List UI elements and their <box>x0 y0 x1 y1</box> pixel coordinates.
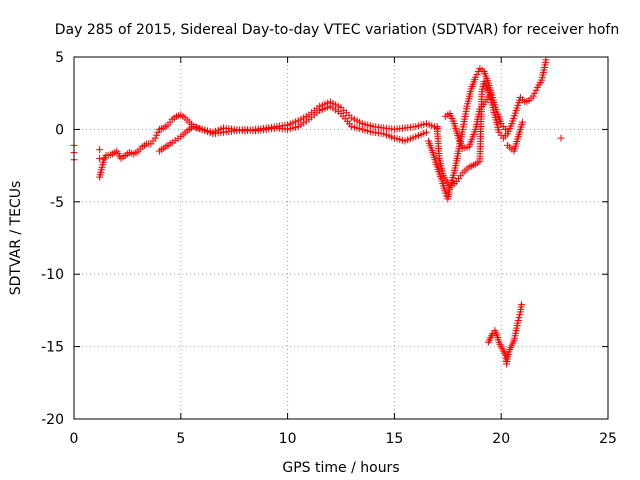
data-point <box>472 73 480 81</box>
x-tick-label: 15 <box>385 431 403 447</box>
data-point-interp <box>192 123 200 131</box>
data-point <box>542 56 550 64</box>
y-tick-label: -20 <box>41 412 64 428</box>
data-point <box>557 134 565 142</box>
data-point <box>487 91 495 99</box>
y-tick-labels: 5 0 -5 -10 -15 -20 <box>41 50 64 428</box>
data-point <box>501 125 509 133</box>
y-tick-label: -10 <box>41 267 64 283</box>
y-tick-label: -5 <box>50 195 64 211</box>
x-axis-title: GPS time / hours <box>282 460 399 476</box>
series-sat-track-d <box>433 56 550 191</box>
data-point-interp <box>532 86 540 94</box>
y-tick-label: 5 <box>55 50 64 66</box>
data-point-interp <box>531 89 539 97</box>
data-point-interp <box>195 124 203 132</box>
data-point-interp <box>516 311 524 319</box>
series-sat-track-c <box>425 65 509 203</box>
data-point <box>96 146 104 154</box>
series-sat-track-b <box>155 102 430 155</box>
y-axis-title: SDTVAR / TECUs <box>8 181 24 296</box>
data-points <box>70 56 565 368</box>
chart-title: Day 285 of 2015, Sidereal Day-to-day VTE… <box>55 22 619 38</box>
series-sat-track-e <box>442 91 565 155</box>
data-point-interp <box>473 70 481 78</box>
y-tick-label: -15 <box>41 340 64 356</box>
data-point <box>529 92 537 100</box>
plot-frame <box>73 56 609 420</box>
x-tick-label: 5 <box>176 431 185 447</box>
data-point <box>514 317 522 325</box>
x-tick-label: 25 <box>599 431 617 447</box>
y-tick-label: 0 <box>55 122 64 138</box>
x-tick-label: 0 <box>70 431 79 447</box>
x-tick-labels: 0 5 10 15 20 25 <box>70 431 617 447</box>
data-point <box>151 134 159 142</box>
data-point <box>517 301 525 309</box>
data-point-interp <box>153 131 161 139</box>
series-sat-track-a <box>70 98 441 181</box>
data-point-interp <box>154 128 162 136</box>
x-tick-label: 10 <box>279 431 297 447</box>
data-point <box>96 154 104 162</box>
data-point <box>519 118 527 126</box>
data-point <box>190 123 198 131</box>
series-sat-track-f <box>484 301 525 368</box>
data-point-interp <box>515 314 523 322</box>
axis-ticks <box>73 56 609 420</box>
data-point <box>422 128 430 136</box>
x-tick-label: 20 <box>492 431 510 447</box>
